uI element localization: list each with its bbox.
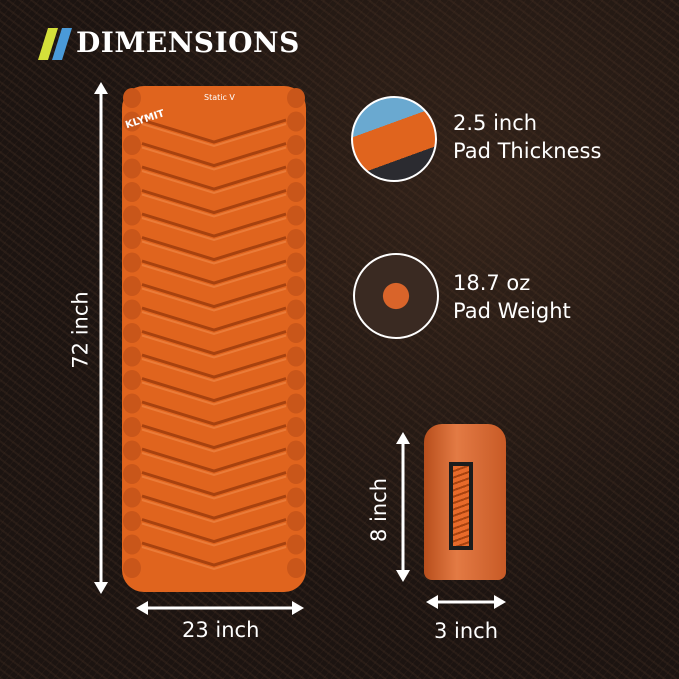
packed-height-label: 8 inch [367,477,392,543]
pad-thickness-photo [351,96,437,182]
pad-model-logo: Static V [204,93,235,102]
length-arrow [94,82,108,594]
weight-value: 18.7 oz [453,271,531,295]
width-arrow [136,601,304,615]
packed-width-arrow [426,595,506,609]
stuff-sack-image [424,424,506,580]
accent-stripes-icon [38,28,72,60]
packed-height-arrow [396,432,410,582]
thickness-value: 2.5 inch [453,111,538,135]
packed-width-label: 3 inch [434,619,499,643]
weight-label: Pad Weight [453,299,571,323]
thickness-label: Pad Thickness [453,139,602,163]
length-label: 72 inch [68,291,93,369]
width-label: 23 inch [182,618,260,642]
pad-weight-photo [353,253,439,339]
page-title: DIMENSIONS [76,26,300,59]
